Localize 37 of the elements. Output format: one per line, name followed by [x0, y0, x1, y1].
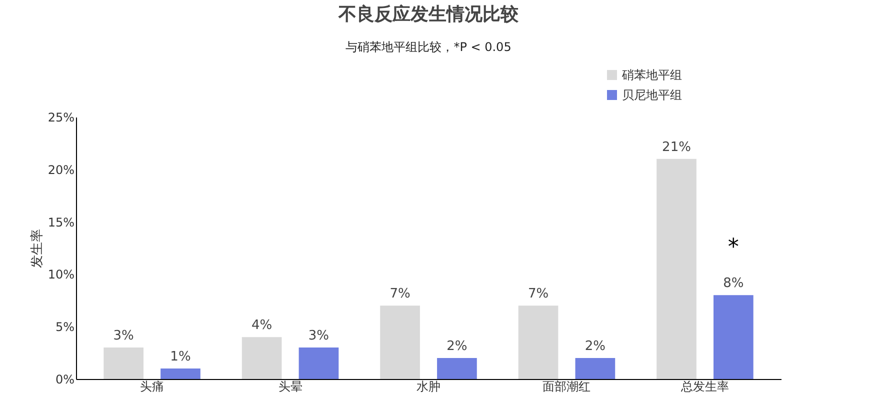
annotation: * — [728, 235, 739, 260]
data-label: 3% — [308, 328, 330, 344]
bar — [575, 358, 616, 379]
data-label: 7% — [528, 286, 549, 302]
bar — [242, 337, 282, 379]
legend-label: 贝尼地平组 — [622, 88, 682, 102]
x-tick-label: 面部潮红 — [542, 380, 591, 394]
y-tick-label: 20% — [48, 162, 74, 177]
bar — [160, 368, 200, 379]
data-label: 3% — [113, 328, 134, 344]
data-label: 7% — [390, 286, 410, 302]
bar — [518, 306, 558, 379]
y-tick-label: 5% — [55, 320, 74, 334]
bar — [298, 348, 339, 379]
bar — [437, 358, 477, 379]
chart-subtitle: 与硝苯地平组比较，*P < 0.05 — [346, 40, 512, 54]
bar — [380, 306, 420, 379]
bar — [714, 295, 754, 379]
y-tick-label: 15% — [48, 215, 74, 230]
data-label: 8% — [723, 276, 744, 292]
y-axis-title: 发生率 — [28, 229, 45, 268]
y-tick-label: 10% — [48, 268, 74, 282]
x-tick-label: 总发生率 — [680, 380, 729, 394]
x-tick-label: 头晕 — [278, 380, 302, 394]
bar — [656, 158, 696, 379]
chart-title: 不良反应发生情况比较 — [338, 4, 520, 25]
data-label: 2% — [584, 339, 606, 354]
data-label: 21% — [662, 140, 691, 155]
legend-label: 硝苯地平组 — [621, 68, 682, 82]
bar — [104, 348, 144, 379]
data-label: 2% — [446, 339, 468, 354]
data-label: 4% — [251, 318, 272, 334]
x-tick-label: 头痛 — [140, 380, 164, 394]
x-tick-label: 水肿 — [416, 380, 440, 394]
data-label: 1% — [170, 350, 191, 365]
y-tick-label: 25% — [48, 110, 74, 124]
y-tick-label: 0% — [55, 372, 74, 386]
